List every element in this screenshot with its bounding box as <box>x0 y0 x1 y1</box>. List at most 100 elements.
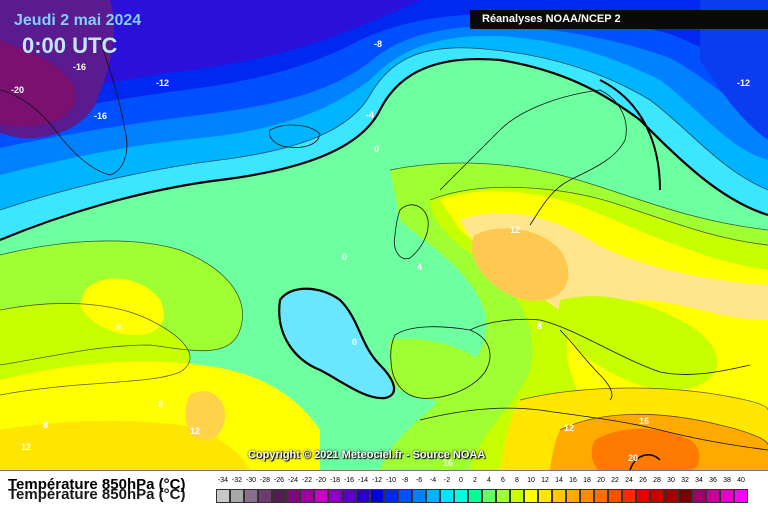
legend-tick-label: -34 <box>217 477 229 484</box>
legend-swatch <box>580 489 594 503</box>
legend-swatch <box>426 489 440 503</box>
legend-swatch <box>482 489 496 503</box>
legend-tick-label: 40 <box>737 477 745 484</box>
contour-label: 4 <box>417 262 422 272</box>
thin-isotherms <box>0 47 768 446</box>
legend-swatch <box>510 489 524 503</box>
legend-title: Température 850hPa (°C) <box>8 476 186 493</box>
field-greenland-core <box>0 40 76 127</box>
data-source-banner: Réanalyses NOAA/NCEP 2 <box>470 10 768 29</box>
legend-tick-label: 26 <box>639 477 647 484</box>
legend-tick-label: 34 <box>695 477 703 484</box>
field-10-to-12-west <box>80 278 164 335</box>
legend-tick-label: -2 <box>443 477 451 484</box>
legend-tick-label: 16 <box>569 477 577 484</box>
color-scale-swatches <box>216 489 748 503</box>
contour-label: 12 <box>190 426 200 436</box>
legend-swatch <box>300 489 314 503</box>
twenty-isotherm <box>629 454 661 470</box>
legend-tick-label: -26 <box>273 477 285 484</box>
legend-swatch <box>496 489 510 503</box>
color-scale-legend: -34 -32 -30 -28 -26 -24 -22 -20 -18 -16 -14 -12 -10-… <box>216 477 752 507</box>
legend-swatch <box>524 489 538 503</box>
legend-swatch <box>286 489 300 503</box>
legend-swatch <box>342 489 356 503</box>
contour-label: -16 <box>73 62 86 72</box>
legend-swatch <box>356 489 370 503</box>
legend-swatch <box>622 489 636 503</box>
legend-swatch <box>398 489 412 503</box>
legend-swatch <box>636 489 650 503</box>
legend-swatch <box>370 489 384 503</box>
legend-swatch <box>720 489 734 503</box>
legend-tick-label: 10 <box>527 477 535 484</box>
legend-swatch <box>678 489 692 503</box>
legend-tick-label: 12 <box>541 477 549 484</box>
field-south-atlantic-12 <box>0 420 250 470</box>
legend-tick-label: 38 <box>723 477 731 484</box>
legend-swatch <box>538 489 552 503</box>
legend-tick-label: -6 <box>415 477 423 484</box>
legend-tick-label: -16 <box>343 477 355 484</box>
legend-swatch <box>412 489 426 503</box>
contour-label: -8 <box>374 39 382 49</box>
zero-isotherm-east <box>599 79 661 191</box>
field-northeast-cold <box>700 0 768 140</box>
contour-label: 8 <box>158 399 163 409</box>
legend-tick-label: -8 <box>401 477 409 484</box>
legend-tick-label: 0 <box>459 477 463 484</box>
legend-tick-label: -22 <box>301 477 313 484</box>
field-south-atlantic-14 <box>185 391 225 441</box>
legend-swatch <box>314 489 328 503</box>
scandinavia-coast <box>439 89 627 226</box>
legend-tick-label: -24 <box>287 477 299 484</box>
contour-label: 8 <box>116 322 121 332</box>
contour-label: -12 <box>156 78 169 88</box>
legend-swatch <box>230 489 244 503</box>
legend-swatch <box>706 489 720 503</box>
legend-tick-label: -28 <box>259 477 271 484</box>
legend-tick-label: -18 <box>329 477 341 484</box>
contour-label: -12 <box>737 78 750 88</box>
legend-tick-label: 18 <box>583 477 591 484</box>
legend-tick-label: 8 <box>515 477 519 484</box>
legend-tick-label: -10 <box>385 477 397 484</box>
map-date: Jeudi 2 mai 2024 <box>14 12 142 29</box>
legend-swatch <box>594 489 608 503</box>
legend-swatch <box>384 489 398 503</box>
legend-tick-label: -20 <box>315 477 327 484</box>
legend-tick-label: 28 <box>653 477 661 484</box>
legend-tick-label: 14 <box>555 477 563 484</box>
italy-coast <box>559 329 613 401</box>
contour-label: 0 <box>374 144 379 154</box>
contour-label: 12 <box>564 423 574 433</box>
contour-label: 8 <box>537 321 542 331</box>
contour-label: 16 <box>639 416 649 426</box>
legend-swatch <box>272 489 286 503</box>
legend-swatch <box>650 489 664 503</box>
legend-tick-label: 36 <box>709 477 717 484</box>
legend-swatch <box>734 489 748 503</box>
field-balkan-green <box>559 296 718 391</box>
legend-swatch <box>468 489 482 503</box>
contour-label-layer: -20 -16 -16 -12 -8 -4 0 -12 12 4 0 8 0 8… <box>11 39 750 468</box>
legend-tick-label: 30 <box>667 477 675 484</box>
legend-tick-label: 6 <box>501 477 505 484</box>
iceland-coast <box>269 124 321 148</box>
contour-label: 20 <box>628 453 638 463</box>
legend-tick-label: -12 <box>371 477 383 484</box>
legend-swatch <box>216 489 230 503</box>
zero-isotherm-cold-pool <box>278 287 396 400</box>
iberia-coast <box>390 326 491 399</box>
contour-label: 12 <box>21 442 31 452</box>
contour-label: 16 <box>443 458 453 468</box>
field-east-med-20 <box>591 428 700 470</box>
legend-tick-label: 22 <box>611 477 619 484</box>
africa-coast <box>419 407 768 451</box>
legend-swatch <box>454 489 468 503</box>
legend-swatch <box>566 489 580 503</box>
coastlines <box>0 39 768 451</box>
temperature-map: -20 -16 -16 -12 -8 -4 0 -12 12 4 0 8 0 8… <box>0 0 768 470</box>
europe-coast <box>469 318 751 375</box>
